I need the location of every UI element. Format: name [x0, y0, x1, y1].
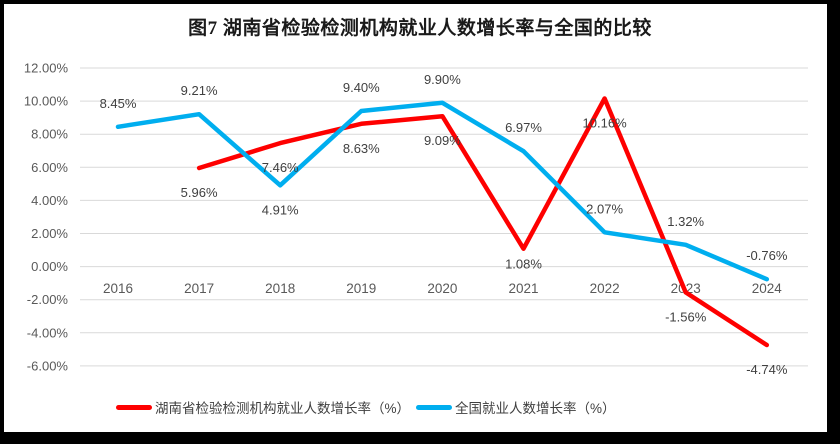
chart-title: 图7 湖南省检验检测机构就业人数增长率与全国的比较 [188, 18, 652, 39]
data-label-hunan-2024: -4.74% [746, 362, 788, 377]
x-tick-label: 2022 [590, 281, 620, 296]
x-tick-label: 2020 [427, 281, 457, 296]
y-tick-label: -6.00% [27, 358, 69, 373]
y-tick-label: -2.00% [27, 292, 69, 307]
data-label-national-2024: -0.76% [746, 248, 788, 263]
y-tick-label: 8.00% [31, 127, 68, 142]
x-tick-label: 2017 [184, 281, 214, 296]
x-tick-label: 2016 [103, 281, 133, 296]
data-label-national-2016: 8.45% [100, 96, 137, 111]
chart-page [4, 4, 827, 432]
data-label-hunan-2022: 10.16% [583, 115, 628, 130]
y-tick-label: 0.00% [31, 259, 68, 274]
data-label-hunan-2021: 1.08% [505, 257, 542, 272]
data-label-national-2022: 2.07% [586, 201, 623, 216]
data-label-national-2023: 1.32% [667, 214, 704, 229]
data-label-national-2018: 4.91% [262, 202, 299, 217]
legend-label-hunan: 湖南省检验检测机构就业人数增长率（%） [155, 401, 411, 416]
data-label-hunan-2023: -1.56% [665, 309, 707, 324]
legend: 湖南省检验检测机构就业人数增长率（%） 全国就业人数增长率（%） [116, 397, 616, 417]
legend-item-national: 全国就业人数增长率（%） [416, 397, 616, 417]
x-tick-label: 2024 [752, 281, 783, 296]
data-label-national-2020: 9.90% [424, 72, 461, 87]
legend-swatch-national-icon [416, 404, 453, 410]
data-label-national-2017: 9.21% [181, 83, 218, 98]
series-line-hunan [196, 96, 770, 348]
y-tick-label: 10.00% [24, 94, 69, 109]
data-label-hunan-2017: 5.96% [181, 185, 218, 200]
data-label-national-2019: 9.40% [343, 80, 380, 95]
y-tick-label: 4.00% [31, 193, 68, 208]
y-tick-label: 6.00% [31, 160, 68, 175]
x-tick-label: 2019 [346, 281, 376, 296]
x-tick-label: 2021 [508, 281, 538, 296]
x-tick-label: 2018 [265, 281, 295, 296]
legend-swatch-hunan-icon [116, 404, 152, 410]
y-tick-label: -4.00% [27, 325, 69, 340]
y-tick-label: 2.00% [31, 226, 68, 241]
y-tick-label: 12.00% [24, 61, 69, 76]
data-label-hunan-2018: 7.46% [262, 160, 299, 175]
data-label-national-2021: 6.97% [505, 120, 542, 135]
legend-label-national: 全国就业人数增长率（%） [455, 401, 616, 416]
series-line-national [115, 100, 770, 282]
legend-item-hunan: 湖南省检验检测机构就业人数增长率（%） [116, 397, 410, 417]
data-label-hunan-2020: 9.09% [424, 133, 461, 148]
data-label-hunan-2019: 8.63% [343, 141, 380, 156]
